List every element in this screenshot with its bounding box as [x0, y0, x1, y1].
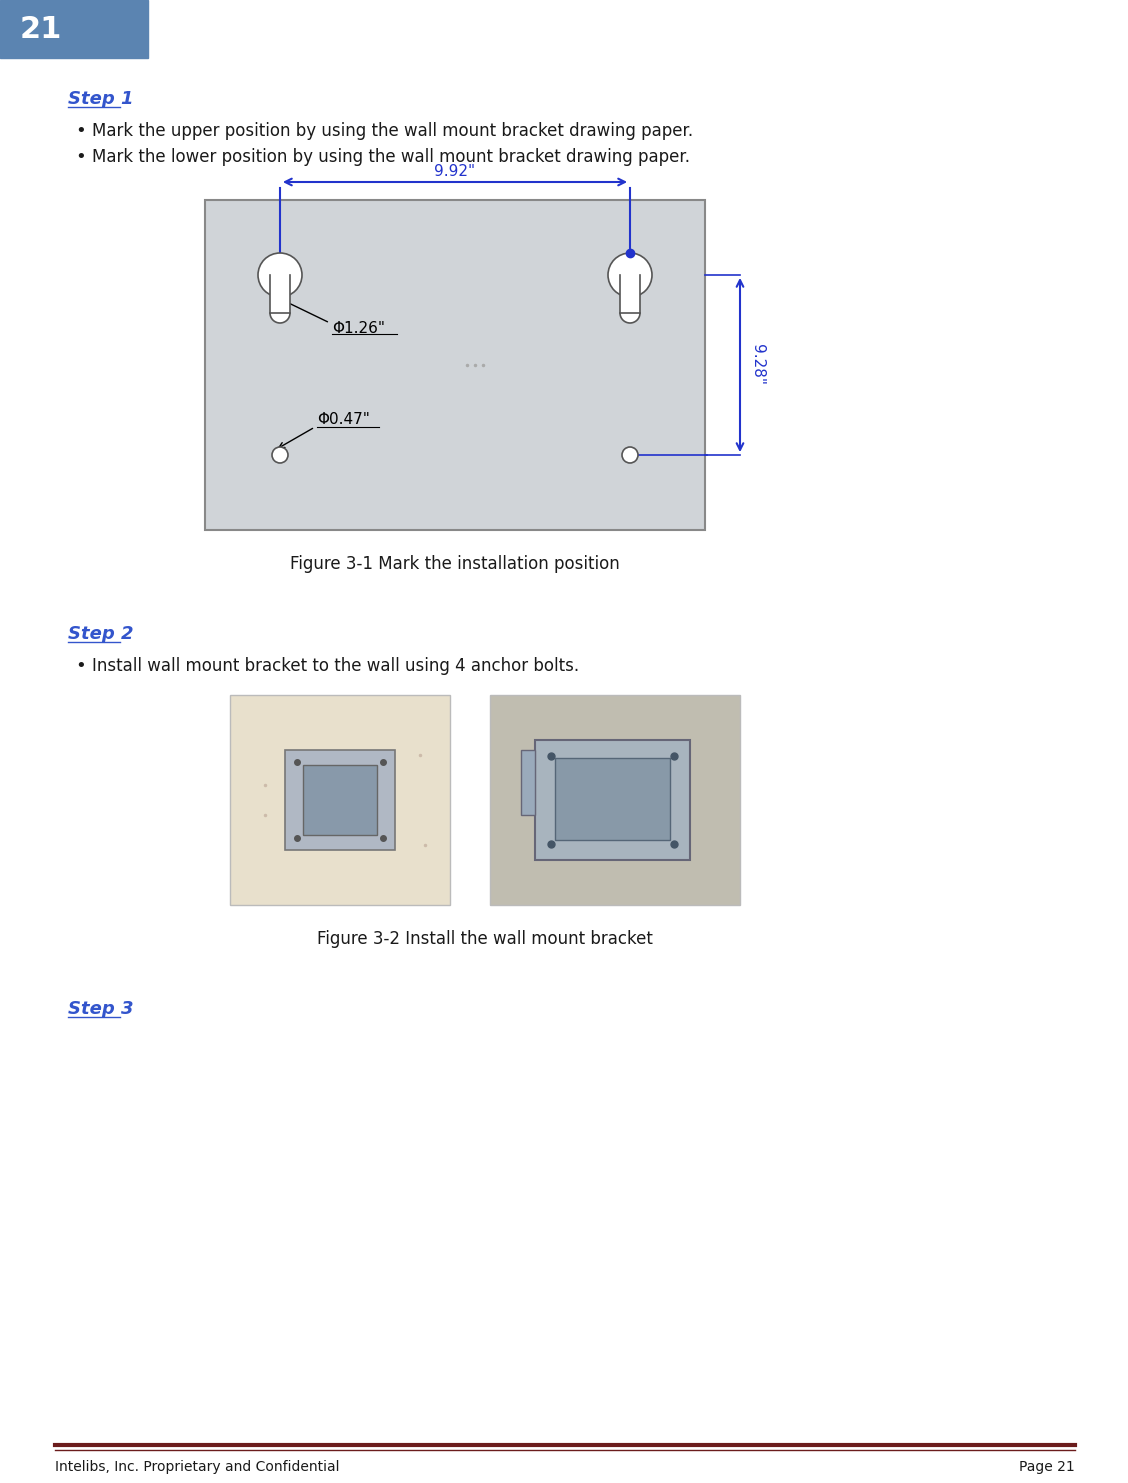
- Bar: [230, 696, 450, 905]
- Text: Figure 3-1 Mark the installation position: Figure 3-1 Mark the installation positio…: [290, 555, 620, 572]
- Text: •: •: [74, 122, 86, 139]
- Text: 9.28": 9.28": [750, 344, 765, 386]
- Text: Figure 3-2 Install the wall mount bracket: Figure 3-2 Install the wall mount bracke…: [317, 930, 653, 948]
- Text: 9.92": 9.92": [434, 165, 476, 179]
- Circle shape: [622, 446, 638, 463]
- Text: Step 2: Step 2: [68, 624, 133, 644]
- Text: •: •: [74, 657, 86, 675]
- Text: Mark the upper position by using the wall mount bracket drawing paper.: Mark the upper position by using the wal…: [92, 122, 693, 139]
- Text: Intelibs, Inc. Proprietary and Confidential: Intelibs, Inc. Proprietary and Confident…: [55, 1459, 340, 1474]
- Circle shape: [272, 446, 288, 463]
- Bar: [270, 274, 290, 313]
- Text: Φ0.47": Φ0.47": [317, 412, 370, 427]
- Bar: [521, 750, 535, 816]
- Circle shape: [258, 254, 302, 297]
- Circle shape: [608, 254, 652, 297]
- Bar: [490, 696, 740, 905]
- Text: Φ1.26": Φ1.26": [332, 320, 385, 337]
- Text: Page 21: Page 21: [1020, 1459, 1075, 1474]
- Bar: [285, 750, 395, 850]
- Bar: [555, 758, 670, 839]
- Text: Step 1: Step 1: [68, 90, 133, 108]
- Text: Mark the lower position by using the wall mount bracket drawing paper.: Mark the lower position by using the wal…: [92, 148, 690, 166]
- Text: Step 3: Step 3: [68, 1000, 133, 1017]
- Bar: [535, 740, 690, 860]
- Bar: [205, 200, 705, 529]
- Bar: [620, 274, 640, 313]
- Text: Install wall mount bracket to the wall using 4 anchor bolts.: Install wall mount bracket to the wall u…: [92, 657, 579, 675]
- Bar: [303, 765, 377, 835]
- Text: •: •: [74, 148, 86, 166]
- Bar: [0, 0, 148, 58]
- Wedge shape: [270, 313, 290, 323]
- Text: 21: 21: [20, 15, 62, 43]
- Wedge shape: [620, 313, 640, 323]
